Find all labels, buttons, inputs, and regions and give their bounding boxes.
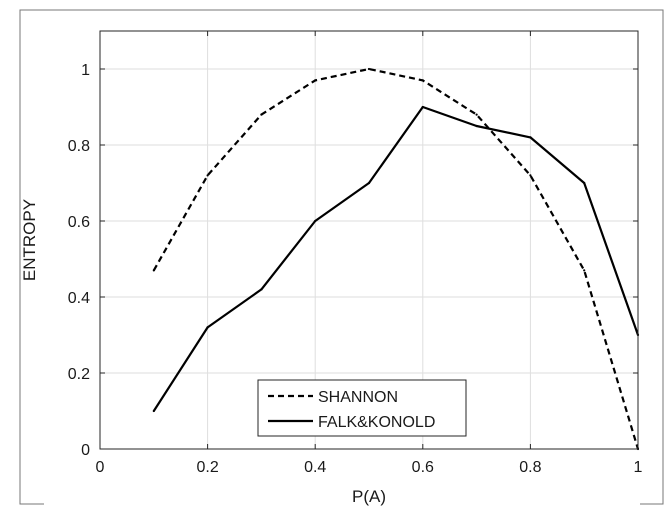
- x-tick-label: 0.2: [196, 459, 218, 476]
- data-point: [476, 125, 478, 127]
- data-point: [583, 269, 585, 271]
- data-point: [153, 269, 155, 271]
- y-tick-label: 0.6: [68, 214, 90, 231]
- data-point: [476, 114, 478, 116]
- data-point: [207, 174, 209, 176]
- y-tick-label: 0.4: [68, 290, 90, 307]
- data-point: [260, 288, 262, 290]
- data-point: [368, 68, 370, 70]
- legend-label: SHANNON: [318, 389, 398, 406]
- y-axis-label: ENTROPY: [20, 199, 39, 281]
- x-tick-label: 0.8: [519, 459, 541, 476]
- x-tick-label: 1: [634, 459, 643, 476]
- y-tick-label: 0: [81, 442, 90, 459]
- x-tick-label: 0.6: [412, 459, 434, 476]
- data-point: [422, 106, 424, 108]
- legend: SHANNON FALK&KONOLD: [258, 380, 466, 436]
- x-tick-label: 0.4: [304, 459, 326, 476]
- data-point: [368, 182, 370, 184]
- data-point: [153, 410, 155, 412]
- data-point: [422, 79, 424, 81]
- data-point: [529, 174, 531, 176]
- legend-label: FALK&KONOLD: [318, 414, 435, 431]
- data-point: [207, 326, 209, 328]
- data-point: [314, 79, 316, 81]
- x-axis-label: P(A): [352, 487, 386, 506]
- y-tick-label: 1: [81, 62, 90, 79]
- data-point: [260, 114, 262, 116]
- data-point: [583, 182, 585, 184]
- x-tick-label: 0: [96, 459, 105, 476]
- data-point: [529, 136, 531, 138]
- y-tick-label: 0.2: [68, 366, 90, 383]
- data-point: [314, 220, 316, 222]
- y-tick-label: 0.8: [68, 138, 90, 155]
